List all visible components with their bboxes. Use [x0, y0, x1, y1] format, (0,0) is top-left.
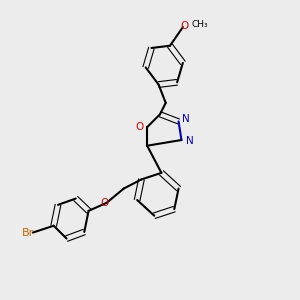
Text: Br: Br — [22, 228, 34, 238]
Text: O: O — [136, 122, 144, 132]
Text: O: O — [180, 21, 188, 31]
Text: N: N — [182, 114, 190, 124]
Text: CH₃: CH₃ — [192, 20, 208, 29]
Text: O: O — [100, 198, 108, 208]
Text: N: N — [186, 136, 194, 146]
